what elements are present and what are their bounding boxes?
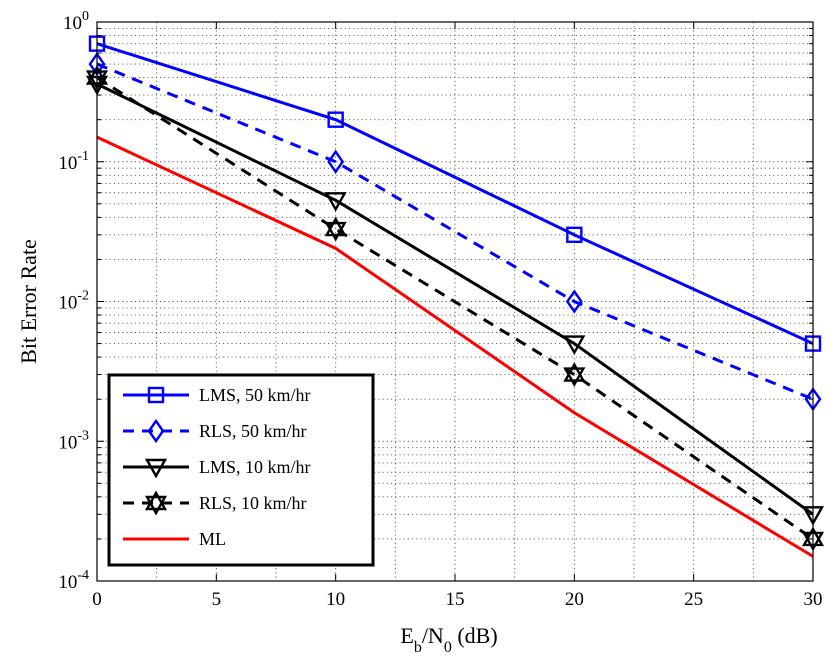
legend-marker (144, 458, 168, 479)
data-point (563, 335, 586, 356)
legend-label: LMS, 50 km/hr (199, 385, 311, 405)
grid (97, 22, 813, 581)
x-tick-label: 10 (326, 589, 345, 610)
data-point (327, 149, 345, 174)
x-axis-label: Eb/N0 (dB) (400, 623, 497, 656)
data-point-down (563, 367, 586, 388)
legend: LMS, 50 km/hr RLS, 50 km/hr LMS, 10 km/hr R… (107, 373, 375, 567)
y-tick-label: 10-4 (58, 568, 89, 593)
y-tick-label: 100 (63, 9, 89, 34)
x-tick-label: 5 (212, 589, 222, 610)
legend-marker (147, 386, 165, 404)
legend-marker-up (144, 490, 168, 511)
x-tick-label: 20 (565, 589, 584, 610)
series-rls-50-km-hr (88, 51, 822, 412)
series-lms-10-km-hr (85, 75, 825, 526)
series-line (96, 62, 814, 401)
legend-label: LMS, 10 km/hr (199, 457, 311, 477)
y-axis-label: Bit Error Rate (16, 239, 41, 364)
series-line (96, 42, 814, 345)
x-tick-label: 0 (92, 589, 102, 610)
x-label-mid: /N (422, 623, 444, 648)
legend-marker (147, 418, 165, 444)
tick-layer: 0 5 10 15 20 25 30 100 10-1 10-2 10-3 10-4 (58, 9, 822, 610)
series-line (96, 135, 814, 558)
y-tick-label: 10-1 (58, 149, 89, 174)
x-label-base: E (400, 623, 413, 648)
x-label-sub2: 0 (444, 639, 452, 656)
data-point (327, 111, 344, 128)
series-ml (96, 135, 814, 558)
data-point (563, 362, 586, 388)
x-label-sub1: b (414, 639, 422, 656)
legend-marker (144, 490, 168, 516)
x-tick-label: 30 (804, 589, 823, 610)
legend-label: ML (199, 529, 226, 549)
data-point (566, 226, 583, 244)
data-point (324, 216, 347, 242)
x-tick-label: 15 (446, 589, 465, 610)
x-tick-label: 25 (684, 589, 703, 610)
legend-label: RLS, 10 km/hr (199, 493, 307, 513)
legend-marker-down (144, 495, 168, 516)
series-line (96, 82, 814, 516)
x-label-tail: (dB) (452, 623, 498, 648)
y-tick-label: 10-3 (58, 428, 89, 453)
data-point-down (324, 221, 347, 242)
data-point-up (563, 362, 586, 382)
data-point (565, 289, 583, 314)
data-point (324, 192, 347, 212)
legend-label: RLS, 50 km/hr (199, 421, 307, 441)
series-layer (85, 35, 825, 558)
y-tick-label: 10-2 (58, 289, 89, 314)
data-point-up (324, 216, 347, 237)
series-line (96, 76, 814, 541)
